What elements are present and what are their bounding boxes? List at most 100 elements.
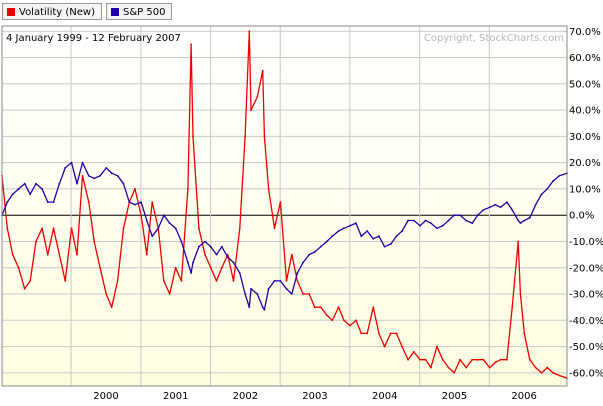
volatility-point bbox=[465, 366, 467, 369]
volatility-point bbox=[546, 366, 549, 369]
sp500-point bbox=[116, 174, 119, 177]
volatility-point bbox=[87, 201, 90, 204]
sp500-point bbox=[250, 287, 252, 290]
volatility-point bbox=[46, 253, 49, 256]
volatility-point bbox=[471, 358, 474, 361]
volatility-point bbox=[308, 293, 311, 295]
sp500-point bbox=[412, 219, 415, 222]
volatility-point bbox=[215, 280, 218, 282]
sp500-point bbox=[232, 261, 235, 264]
x-tick-label: 2002 bbox=[233, 391, 258, 402]
volatility-point bbox=[250, 109, 252, 111]
sp500-point bbox=[517, 219, 520, 222]
sp500-point bbox=[162, 214, 165, 217]
volatility-point bbox=[528, 358, 531, 361]
volatility-point bbox=[540, 372, 543, 374]
sp500-point bbox=[209, 245, 212, 248]
volatility-point bbox=[488, 366, 491, 369]
sp500-point bbox=[546, 188, 549, 190]
sp500-point bbox=[17, 188, 20, 190]
y-tick-label: 70.0% bbox=[569, 27, 601, 38]
copyright: Copyright, StockCharts.com bbox=[424, 33, 564, 44]
volatility-point bbox=[248, 30, 251, 33]
volatility-point bbox=[401, 345, 403, 348]
sp500-point bbox=[23, 182, 26, 185]
sp500-point bbox=[302, 261, 304, 264]
sp500-point bbox=[325, 240, 328, 243]
volatility-point bbox=[105, 293, 108, 295]
legend-swatch-sp500 bbox=[111, 8, 119, 16]
sp500-point bbox=[11, 193, 14, 196]
sp500-point bbox=[360, 235, 363, 238]
volatility-point bbox=[273, 227, 276, 230]
volatility-point bbox=[29, 280, 32, 282]
volatility-point bbox=[519, 293, 522, 295]
volatility-point bbox=[81, 174, 84, 177]
volatility-point bbox=[366, 332, 369, 335]
volatility-point bbox=[110, 306, 113, 309]
legend-item-volatility[interactable]: Volatility (New) bbox=[2, 3, 102, 20]
y-tick-label: -10.0% bbox=[569, 237, 603, 248]
sp500-point bbox=[558, 174, 561, 177]
sp500-point bbox=[180, 240, 183, 243]
volatility-point bbox=[204, 253, 206, 256]
volatility-point bbox=[343, 319, 345, 322]
sp500-point bbox=[519, 222, 522, 225]
sp500-point bbox=[256, 293, 259, 295]
sp500-point bbox=[87, 174, 90, 177]
legend-item-sp500[interactable]: S&P 500 bbox=[106, 3, 173, 20]
volatility-point bbox=[296, 280, 299, 282]
sp500-point bbox=[70, 161, 73, 164]
sp500-point bbox=[441, 224, 444, 227]
volatility-point bbox=[419, 358, 421, 361]
volatility-line bbox=[1, 30, 568, 379]
sp500-point bbox=[64, 167, 67, 169]
x-tick-label: 2006 bbox=[511, 391, 536, 402]
y-axis-labels: 70.0% 60.0% 50.0% 40.0% 30.0% 20.0% 10.0% 0.0% -… bbox=[569, 27, 603, 380]
sp500-point bbox=[296, 272, 299, 274]
sp500-point bbox=[248, 306, 251, 309]
volatility-point bbox=[441, 358, 444, 361]
y-tick-label: 60.0% bbox=[569, 53, 601, 64]
y-tick-label: 10.0% bbox=[569, 184, 601, 195]
volatility-point bbox=[168, 293, 171, 295]
y-tick-label: 40.0% bbox=[569, 106, 601, 117]
volatility-point bbox=[552, 372, 554, 374]
volatility-point bbox=[337, 306, 340, 309]
sp500-point bbox=[319, 245, 322, 248]
sp500-point bbox=[29, 193, 32, 196]
sp500-point bbox=[395, 235, 398, 238]
sp500-point bbox=[46, 201, 49, 204]
sp500-point bbox=[134, 203, 136, 206]
sp500-point bbox=[279, 280, 282, 282]
sp500-point bbox=[523, 219, 526, 222]
volatility-point bbox=[523, 332, 526, 335]
sp500-point bbox=[52, 201, 55, 204]
volatility-point bbox=[226, 253, 229, 256]
sp500-point bbox=[499, 206, 502, 209]
volatility-point bbox=[383, 345, 386, 348]
sp500-point bbox=[511, 209, 514, 211]
volatility-point bbox=[430, 366, 432, 369]
sp500-point bbox=[76, 182, 78, 185]
sp500-point bbox=[244, 293, 247, 295]
sp500-point bbox=[192, 261, 194, 264]
volatility-point bbox=[238, 227, 241, 230]
volatility-point bbox=[116, 280, 119, 282]
sp500-point bbox=[465, 219, 467, 222]
sp500-point bbox=[110, 172, 113, 175]
sp500-point bbox=[263, 308, 266, 311]
sp500-point bbox=[331, 235, 334, 238]
y-tick-label: -40.0% bbox=[569, 316, 603, 327]
x-axis-labels: 2000 2001 2002 2003 2004 2005 2006 bbox=[93, 391, 537, 402]
sp500-point bbox=[389, 243, 392, 246]
sp500-point bbox=[58, 182, 61, 185]
volatility-point bbox=[407, 358, 409, 361]
plot-area bbox=[2, 26, 567, 386]
y-tick-label: -30.0% bbox=[569, 290, 603, 301]
sp500-point bbox=[6, 201, 9, 204]
sp500-point bbox=[285, 287, 288, 290]
volatility-point bbox=[279, 201, 282, 204]
sp500-point bbox=[81, 161, 84, 164]
sp500-point bbox=[198, 245, 200, 248]
